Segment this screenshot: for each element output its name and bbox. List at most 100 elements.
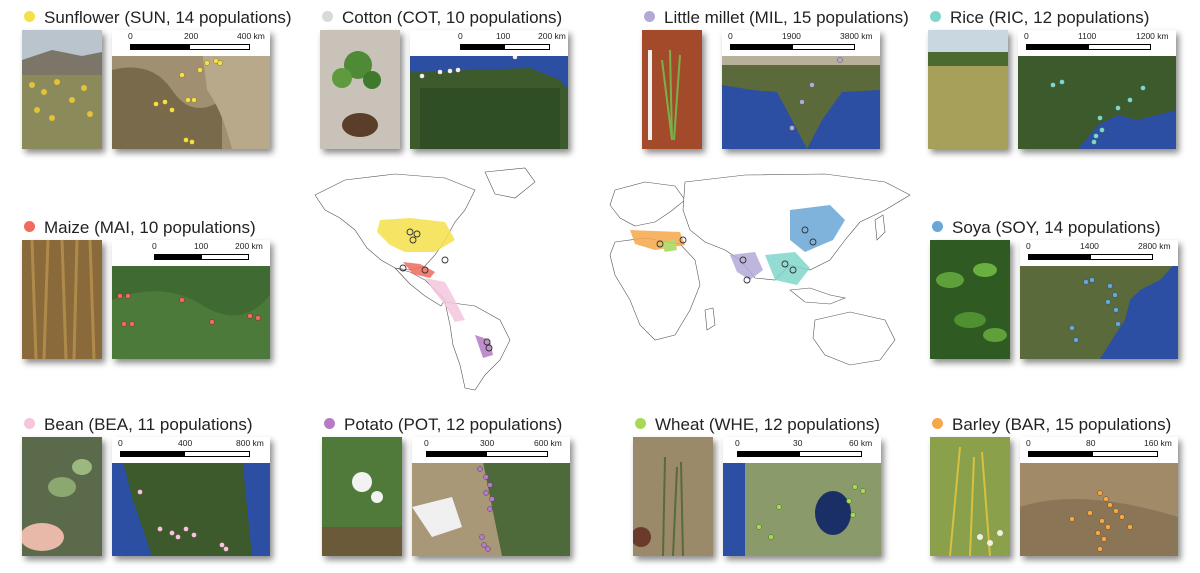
site-marker bbox=[679, 236, 687, 244]
barley-photo bbox=[930, 437, 1010, 556]
scale-label: 1100 bbox=[1078, 31, 1097, 41]
scale-label: 200 km bbox=[235, 241, 263, 251]
site-marker bbox=[409, 236, 417, 244]
site-marker bbox=[789, 266, 797, 274]
panel-sunflower: Sunflower (SUN, 14 populations) 0 200 40… bbox=[22, 8, 294, 149]
europe bbox=[609, 181, 686, 227]
panel-maize: Maize (MAI, 10 populations) 0 100 200 km bbox=[22, 218, 294, 359]
scale-label: 0 bbox=[424, 438, 429, 448]
site-marker bbox=[801, 226, 809, 234]
legend-dot bbox=[24, 418, 35, 429]
panel-title-text: Bean (BEA, 11 populations) bbox=[44, 415, 253, 434]
bean-site-map: 0 400 800 km bbox=[112, 437, 270, 556]
scale-label: 1200 km bbox=[1136, 31, 1169, 41]
panel-potato: Potato (POT, 12 populations) 0 300 600 k… bbox=[322, 415, 594, 556]
scale-label: 30 bbox=[793, 438, 803, 448]
wheat-site-map: 0 30 60 km bbox=[723, 437, 881, 556]
scale-label: 0 bbox=[118, 438, 123, 448]
legend-dot bbox=[24, 221, 35, 232]
site-marker bbox=[441, 256, 449, 264]
soya-photo bbox=[930, 240, 1010, 359]
site-marker bbox=[483, 338, 491, 346]
legend-dot bbox=[932, 221, 943, 232]
soya-range bbox=[790, 205, 845, 252]
legend-dot bbox=[932, 418, 943, 429]
scale-label: 0 bbox=[728, 31, 733, 41]
cotton-site-map: 0 100 200 km bbox=[410, 30, 568, 149]
panel-title: Maize (MAI, 10 populations) bbox=[24, 218, 256, 238]
scale-label: 200 bbox=[184, 31, 199, 41]
potato-photo bbox=[322, 437, 402, 556]
panel-title: Barley (BAR, 15 populations) bbox=[932, 415, 1171, 435]
scale-label: 400 km bbox=[237, 31, 265, 41]
panel-title-text: Wheat (WHE, 12 populations) bbox=[655, 415, 880, 434]
panel-little-millet: Little millet (MIL, 15 populations) 0 19… bbox=[642, 8, 914, 149]
scale-label: 60 km bbox=[849, 438, 873, 448]
little-millet-range bbox=[730, 252, 763, 280]
site-marker bbox=[421, 266, 429, 274]
panel-cotton: Cotton (COT, 10 populations) 0 100 200 k… bbox=[320, 8, 592, 149]
legend-dot bbox=[930, 11, 941, 22]
wheat-photo bbox=[633, 437, 713, 556]
panel-title-text: Soya (SOY, 14 populations) bbox=[952, 218, 1161, 237]
panel-title-text: Rice (RIC, 12 populations) bbox=[950, 8, 1150, 27]
sunflower-range bbox=[377, 218, 455, 252]
panel-soya: Soya (SOY, 14 populations) 0 1400 2800 k… bbox=[930, 218, 1200, 359]
scale-label: 2800 km bbox=[1138, 241, 1171, 251]
madagascar bbox=[704, 307, 716, 331]
rice-site-map: 0 1100 1200 km bbox=[1018, 30, 1176, 149]
scale-label: 0 bbox=[128, 31, 133, 41]
scale-label: 1400 bbox=[1080, 241, 1099, 251]
panel-title-text: Barley (BAR, 15 populations) bbox=[952, 415, 1172, 434]
panel-title-text: Maize (MAI, 10 populations) bbox=[44, 218, 256, 237]
panel-title: Rice (RIC, 12 populations) bbox=[930, 8, 1149, 28]
panel-title: Sunflower (SUN, 14 populations) bbox=[24, 8, 292, 28]
scale-label: 0 bbox=[152, 241, 157, 251]
maize-range bbox=[403, 262, 435, 278]
site-marker bbox=[485, 344, 493, 352]
indonesia bbox=[789, 287, 847, 305]
scale-label: 160 km bbox=[1144, 438, 1172, 448]
panel-title: Soya (SOY, 14 populations) bbox=[932, 218, 1161, 238]
legend-dot bbox=[24, 11, 35, 22]
panel-barley: Barley (BAR, 15 populations) 0 80 160 km bbox=[930, 415, 1200, 556]
scale-bar: 0 30 60 km bbox=[723, 437, 881, 463]
scale-label: 80 bbox=[1086, 438, 1096, 448]
bean-range bbox=[425, 278, 465, 322]
scale-bar: 0 1900 3800 km bbox=[722, 30, 880, 56]
greenland bbox=[484, 167, 536, 199]
world-map bbox=[285, 160, 917, 392]
panel-title: Cotton (COT, 10 populations) bbox=[322, 8, 562, 28]
potato-site-map: 0 300 600 km bbox=[412, 437, 570, 556]
soya-site-map: 0 1400 2800 km bbox=[1020, 240, 1178, 359]
barley-site-map: 0 80 160 km bbox=[1020, 437, 1178, 556]
maize-photo bbox=[22, 240, 102, 359]
rice-photo bbox=[928, 30, 1008, 149]
africa bbox=[609, 237, 701, 341]
rice-range bbox=[765, 252, 810, 285]
site-marker bbox=[656, 240, 664, 248]
scale-bar: 0 1100 1200 km bbox=[1018, 30, 1176, 56]
little-millet-photo bbox=[642, 30, 702, 149]
scale-label: 0 bbox=[1024, 31, 1029, 41]
scale-label: 400 bbox=[178, 438, 193, 448]
panel-title: Bean (BEA, 11 populations) bbox=[24, 415, 253, 435]
wheat-range bbox=[660, 240, 677, 252]
legend-dot bbox=[322, 11, 333, 22]
scale-label: 100 bbox=[194, 241, 209, 251]
site-marker bbox=[406, 228, 414, 236]
scale-bar: 0 100 200 km bbox=[410, 30, 568, 56]
panel-title: Potato (POT, 12 populations) bbox=[324, 415, 562, 435]
panel-wheat: Wheat (WHE, 12 populations) 0 30 60 km bbox=[633, 415, 905, 556]
site-marker bbox=[809, 238, 817, 246]
site-marker bbox=[413, 230, 421, 238]
scale-bar: 0 400 800 km bbox=[112, 437, 270, 463]
scale-bar: 0 80 160 km bbox=[1020, 437, 1178, 463]
sunflower-site-map: 0 200 400 km bbox=[112, 30, 270, 149]
site-marker bbox=[399, 264, 407, 272]
scale-label: 0 bbox=[458, 31, 463, 41]
scale-label: 600 km bbox=[534, 438, 562, 448]
panel-bean: Bean (BEA, 11 populations) 0 400 800 km bbox=[22, 415, 294, 556]
scale-label: 3800 km bbox=[840, 31, 873, 41]
bean-photo bbox=[22, 437, 102, 556]
